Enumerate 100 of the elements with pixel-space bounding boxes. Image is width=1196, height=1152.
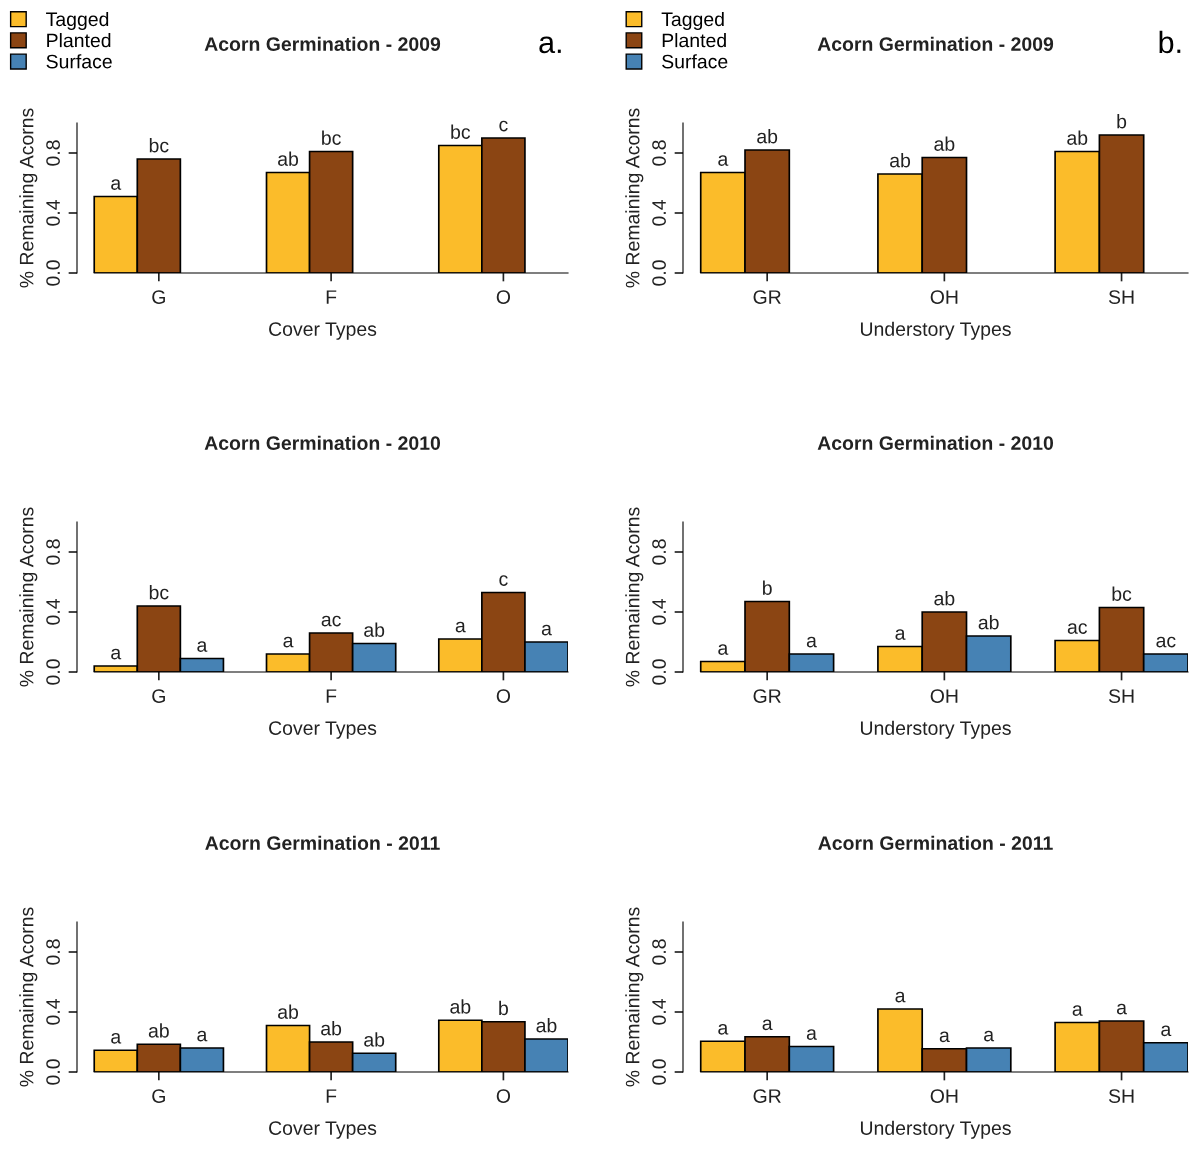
y-axis-title: % Remaining Acorns bbox=[19, 108, 38, 288]
data-label: ab bbox=[148, 1023, 169, 1038]
x-tick-label: GR bbox=[753, 290, 781, 304]
data-label: ab bbox=[536, 1018, 557, 1033]
data-label: bc bbox=[451, 124, 471, 139]
x-tick-label: O bbox=[496, 290, 511, 304]
data-label: a bbox=[197, 641, 208, 652]
y-tick-label: 0.0 bbox=[46, 1059, 60, 1085]
x-tick-label: SH bbox=[1108, 1089, 1134, 1103]
data-label: ab bbox=[278, 151, 299, 166]
data-label: a bbox=[718, 644, 729, 655]
x-tick-label: OH bbox=[930, 1089, 958, 1103]
data-label: a bbox=[1161, 1025, 1172, 1037]
y-tick-label: 0.4 bbox=[46, 599, 60, 625]
y-tick-label: 0.8 bbox=[652, 939, 666, 965]
legend-label: Planted bbox=[47, 33, 111, 48]
data-label: a bbox=[895, 991, 906, 1003]
data-label: b bbox=[763, 580, 772, 595]
data-label: ac bbox=[1067, 623, 1088, 634]
data-label: ab bbox=[757, 129, 778, 144]
data-label: ac bbox=[321, 615, 341, 627]
data-label: ab bbox=[1067, 130, 1088, 145]
x-tick-label: O bbox=[496, 689, 511, 703]
data-label: bc bbox=[149, 585, 169, 600]
y-tick-label: 0.8 bbox=[46, 539, 60, 565]
y-axis-title: % Remaining Acorns bbox=[625, 108, 644, 288]
data-label: a bbox=[111, 1032, 122, 1044]
data-label: a bbox=[718, 1023, 729, 1035]
x-axis-title: Understory Types bbox=[860, 720, 1011, 739]
y-tick-label: 0.8 bbox=[46, 939, 60, 965]
data-label: ab bbox=[364, 622, 385, 637]
y-tick-label: 0.4 bbox=[46, 999, 60, 1025]
data-label: ab bbox=[890, 153, 911, 168]
chart-title: Acorn Germination - 2009 bbox=[817, 36, 1054, 51]
data-label: a bbox=[111, 179, 122, 190]
chart-title: Acorn Germination - 2011 bbox=[205, 835, 440, 850]
data-label: ab bbox=[450, 999, 471, 1014]
data-label: a bbox=[455, 621, 466, 633]
x-tick-label: G bbox=[152, 689, 165, 703]
data-label: a bbox=[806, 1029, 817, 1040]
legend-label: Surface bbox=[662, 54, 728, 69]
data-label: ab bbox=[934, 591, 955, 606]
data-label: a bbox=[718, 155, 729, 166]
data-label: ab bbox=[364, 1032, 385, 1047]
data-label: a bbox=[762, 1019, 773, 1031]
legend-label: Tagged bbox=[46, 11, 109, 31]
y-axis-title: % Remaining Acorns bbox=[19, 907, 38, 1087]
y-axis-title: % Remaining Acorns bbox=[19, 507, 38, 687]
text: b. bbox=[1159, 30, 1181, 54]
y-tick-label: 0.0 bbox=[652, 1059, 666, 1085]
data-label: c bbox=[499, 120, 508, 132]
chart-title: Acorn Germination - 2011 bbox=[818, 835, 1053, 850]
data-label: a bbox=[197, 1030, 208, 1042]
x-tick-label: F bbox=[326, 689, 337, 703]
data-label: a bbox=[111, 648, 122, 660]
data-label: a bbox=[939, 1031, 950, 1043]
x-tick-label: OH bbox=[930, 689, 958, 703]
y-tick-label: 0.0 bbox=[46, 659, 60, 685]
data-label: bc bbox=[1112, 586, 1132, 601]
data-label: a bbox=[283, 636, 294, 648]
legend-label: Tagged bbox=[661, 11, 724, 31]
data-label: ab bbox=[321, 1021, 342, 1036]
y-tick-label: 0.4 bbox=[652, 599, 666, 625]
legend-label: Surface bbox=[46, 54, 112, 69]
data-label: b bbox=[1117, 114, 1127, 129]
chart-title: Acorn Germination - 2010 bbox=[817, 435, 1054, 450]
data-label: ac bbox=[1156, 636, 1176, 648]
x-axis-title: Cover Types bbox=[269, 1121, 377, 1139]
y-tick-label: 0.0 bbox=[46, 260, 60, 286]
y-tick-label: 0.4 bbox=[46, 200, 60, 226]
x-tick-label: G bbox=[152, 1089, 165, 1103]
x-axis-title: Cover Types bbox=[269, 322, 377, 340]
y-tick-label: 0.4 bbox=[652, 999, 666, 1025]
y-tick-label: 0.0 bbox=[652, 659, 666, 685]
chart-title: Acorn Germination - 2009 bbox=[204, 36, 441, 51]
data-label: bc bbox=[322, 130, 341, 145]
y-tick-label: 0.4 bbox=[652, 200, 666, 226]
data-label: a bbox=[895, 629, 906, 640]
x-axis-title: Understory Types bbox=[860, 1120, 1011, 1139]
data-label: a bbox=[806, 636, 817, 648]
data-label: a bbox=[1116, 1003, 1127, 1015]
data-label: c bbox=[499, 575, 508, 586]
data-label: b bbox=[499, 1000, 508, 1016]
y-tick-label: 0.8 bbox=[46, 140, 60, 166]
y-tick-label: 0.8 bbox=[652, 140, 666, 166]
data-label: ab bbox=[278, 1004, 299, 1019]
x-tick-label: O bbox=[496, 1089, 511, 1103]
x-tick-label: SH bbox=[1108, 689, 1134, 703]
x-tick-label: G bbox=[152, 290, 165, 304]
data-label: bc bbox=[149, 138, 169, 153]
data-label: a bbox=[984, 1030, 995, 1042]
chart-title: Acorn Germination - 2010 bbox=[204, 435, 441, 450]
x-tick-label: F bbox=[326, 290, 337, 304]
data-label: ab bbox=[978, 615, 999, 630]
x-tick-label: GR bbox=[753, 1089, 781, 1103]
legend-label: Planted bbox=[662, 33, 726, 48]
text: a. bbox=[539, 36, 561, 54]
x-tick-label: SH bbox=[1108, 290, 1134, 304]
x-tick-label: OH bbox=[930, 290, 958, 304]
y-axis-title: % Remaining Acorns bbox=[625, 907, 644, 1087]
